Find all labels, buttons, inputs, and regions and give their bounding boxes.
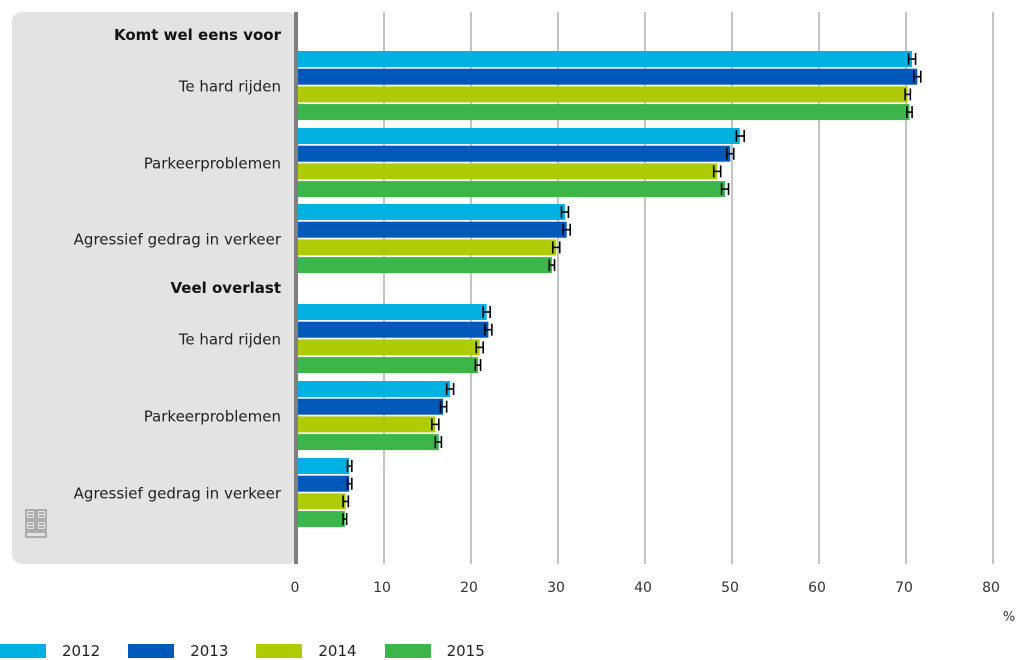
label-panel bbox=[12, 12, 297, 564]
error-bar bbox=[346, 477, 353, 490]
error-bar bbox=[445, 383, 455, 395]
category-label: Te hard rijden bbox=[178, 77, 281, 95]
x-tick-label: 50 bbox=[721, 580, 739, 596]
bar bbox=[297, 434, 439, 451]
error-bar bbox=[907, 53, 917, 65]
category-label: Agressief gedrag in verkeer bbox=[74, 230, 282, 248]
error-bar bbox=[342, 513, 348, 526]
y-axis-line bbox=[294, 12, 298, 564]
legend-swatch bbox=[128, 644, 175, 658]
bar bbox=[297, 163, 718, 180]
x-unit-label: % bbox=[1003, 610, 1015, 625]
legend-label: 2014 bbox=[318, 642, 357, 660]
bar bbox=[297, 304, 487, 320]
group-label: Komt wel eens voor bbox=[114, 26, 282, 44]
error-bar bbox=[474, 359, 482, 372]
x-tick-label: 30 bbox=[547, 580, 565, 596]
bar bbox=[297, 493, 346, 510]
bar bbox=[297, 104, 910, 121]
error-bar bbox=[475, 341, 484, 354]
error-bar bbox=[913, 70, 922, 83]
error-bar bbox=[560, 206, 570, 218]
x-tick-labels: 0 10 20 30 40 50 60 70 80 bbox=[291, 580, 1000, 596]
x-tick-label: 0 bbox=[291, 580, 300, 596]
bars bbox=[297, 51, 918, 528]
legend-swatch bbox=[0, 644, 46, 658]
legend: 2012 2013 2014 2015 bbox=[0, 642, 513, 660]
error-bar bbox=[720, 183, 730, 196]
bar bbox=[297, 221, 567, 238]
legend-item-2013: 2013 bbox=[128, 642, 228, 660]
x-tick-label: 10 bbox=[373, 580, 391, 596]
error-bar bbox=[548, 259, 556, 272]
legend-label: 2015 bbox=[446, 642, 485, 660]
error-bar bbox=[342, 495, 350, 508]
legend-label: 2013 bbox=[190, 642, 229, 660]
bar bbox=[297, 458, 350, 474]
legend-item-2015: 2015 bbox=[384, 642, 485, 660]
bar bbox=[297, 204, 565, 220]
error-bar bbox=[482, 306, 491, 318]
bar bbox=[297, 181, 726, 198]
gridlines bbox=[383, 12, 994, 564]
bar bbox=[297, 339, 480, 356]
category-labels: Komt wel eens voor Te hard rijden Parkeerp… bbox=[74, 26, 282, 502]
bar bbox=[297, 128, 740, 144]
category-label: Parkeerproblemen bbox=[144, 407, 281, 425]
error-bar bbox=[562, 223, 571, 236]
legend-swatch bbox=[384, 644, 431, 658]
error-bar bbox=[431, 418, 440, 431]
bar bbox=[297, 145, 731, 162]
error-bar bbox=[551, 241, 561, 254]
bar bbox=[297, 86, 908, 103]
bar bbox=[297, 239, 557, 256]
category-label: Parkeerproblemen bbox=[144, 154, 281, 172]
error-bars bbox=[342, 53, 922, 526]
bar bbox=[297, 398, 444, 415]
error-bar bbox=[439, 400, 448, 413]
group-label: Veel overlast bbox=[170, 279, 281, 297]
category-label: Te hard rijden bbox=[178, 330, 281, 348]
bar bbox=[297, 475, 350, 492]
category-label: Agressief gedrag in verkeer bbox=[74, 484, 282, 502]
cbs-logo-icon bbox=[25, 509, 47, 538]
bar bbox=[297, 357, 478, 374]
bar bbox=[297, 68, 918, 85]
bar bbox=[297, 511, 345, 528]
error-bar bbox=[712, 165, 722, 178]
x-tick-label: 40 bbox=[634, 580, 652, 596]
x-tick-label: 60 bbox=[808, 580, 826, 596]
error-bar bbox=[906, 106, 913, 119]
bar-chart: Komt wel eens voor Te hard rijden Parkeerp… bbox=[12, 12, 1015, 625]
bar bbox=[297, 381, 451, 397]
error-bar bbox=[346, 460, 353, 472]
error-bar bbox=[725, 147, 735, 160]
bar bbox=[297, 321, 489, 338]
error-bar bbox=[735, 130, 745, 142]
x-tick-label: 80 bbox=[982, 580, 1000, 596]
legend-item-2012: 2012 bbox=[0, 642, 100, 660]
legend-label: 2012 bbox=[62, 642, 101, 660]
legend-swatch bbox=[256, 644, 303, 658]
legend-item-2014: 2014 bbox=[256, 642, 357, 660]
x-tick-label: 20 bbox=[460, 580, 478, 596]
error-bar bbox=[434, 436, 443, 449]
x-tick-label: 70 bbox=[895, 580, 913, 596]
error-bar bbox=[484, 323, 493, 336]
bar bbox=[297, 257, 552, 274]
bar bbox=[297, 416, 436, 433]
bar bbox=[297, 51, 913, 67]
error-bar bbox=[904, 88, 912, 101]
